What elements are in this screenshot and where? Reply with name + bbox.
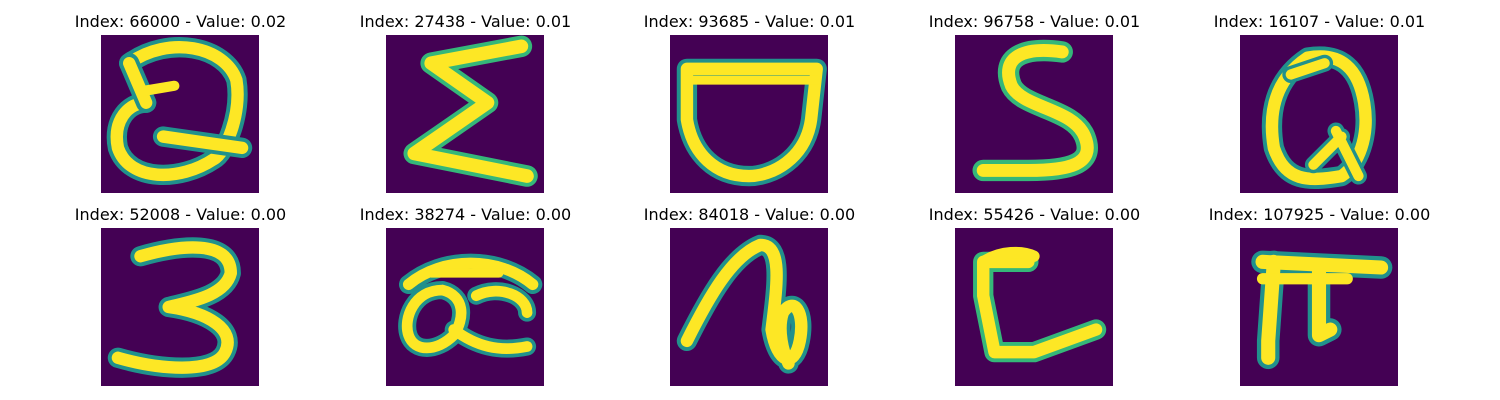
digit-image <box>1240 228 1398 386</box>
panel-title: Index: 27438 - Value: 0.01 <box>359 12 572 31</box>
panel-10: Index: 107925 - Value: 0.00 <box>1177 205 1462 390</box>
digit-image <box>955 35 1113 193</box>
digit-image-svg <box>1240 228 1398 386</box>
panel-7: Index: 38274 - Value: 0.00 <box>323 205 608 390</box>
digit-image <box>670 35 828 193</box>
digit-image <box>670 228 828 386</box>
digit-image <box>955 228 1113 386</box>
panel-9: Index: 55426 - Value: 0.00 <box>892 205 1177 390</box>
panel-1: Index: 66000 - Value: 0.02 <box>38 12 323 197</box>
digit-image-svg <box>101 35 259 193</box>
digit-image-svg <box>386 228 544 386</box>
panel-title: Index: 93685 - Value: 0.01 <box>643 12 856 31</box>
digit-image-svg <box>670 228 828 386</box>
panel-title: Index: 107925 - Value: 0.00 <box>1208 205 1431 224</box>
panel-5: Index: 16107 - Value: 0.01 <box>1177 12 1462 197</box>
panel-8: Index: 84018 - Value: 0.00 <box>607 205 892 390</box>
panel-4: Index: 96758 - Value: 0.01 <box>892 12 1177 197</box>
panel-title: Index: 52008 - Value: 0.00 <box>74 205 287 224</box>
digit-image <box>386 228 544 386</box>
panel-title: Index: 38274 - Value: 0.00 <box>359 205 572 224</box>
digit-image <box>1240 35 1398 193</box>
digit-image <box>386 35 544 193</box>
digit-image-svg <box>1240 35 1398 193</box>
panel-title: Index: 84018 - Value: 0.00 <box>643 205 856 224</box>
digit-image <box>101 228 259 386</box>
panel-2: Index: 27438 - Value: 0.01 <box>323 12 608 197</box>
panel-3: Index: 93685 - Value: 0.01 <box>607 12 892 197</box>
panel-title: Index: 16107 - Value: 0.01 <box>1213 12 1426 31</box>
digit-image <box>101 35 259 193</box>
digit-image-svg <box>955 35 1113 193</box>
digit-image-svg <box>955 228 1113 386</box>
panel-title: Index: 96758 - Value: 0.01 <box>928 12 1141 31</box>
digit-image-svg <box>670 35 828 193</box>
panel-6: Index: 52008 - Value: 0.00 <box>38 205 323 390</box>
panel-title: Index: 55426 - Value: 0.00 <box>928 205 1141 224</box>
digit-image-svg <box>101 228 259 386</box>
digit-image-svg <box>386 35 544 193</box>
panel-title: Index: 66000 - Value: 0.02 <box>74 12 287 31</box>
